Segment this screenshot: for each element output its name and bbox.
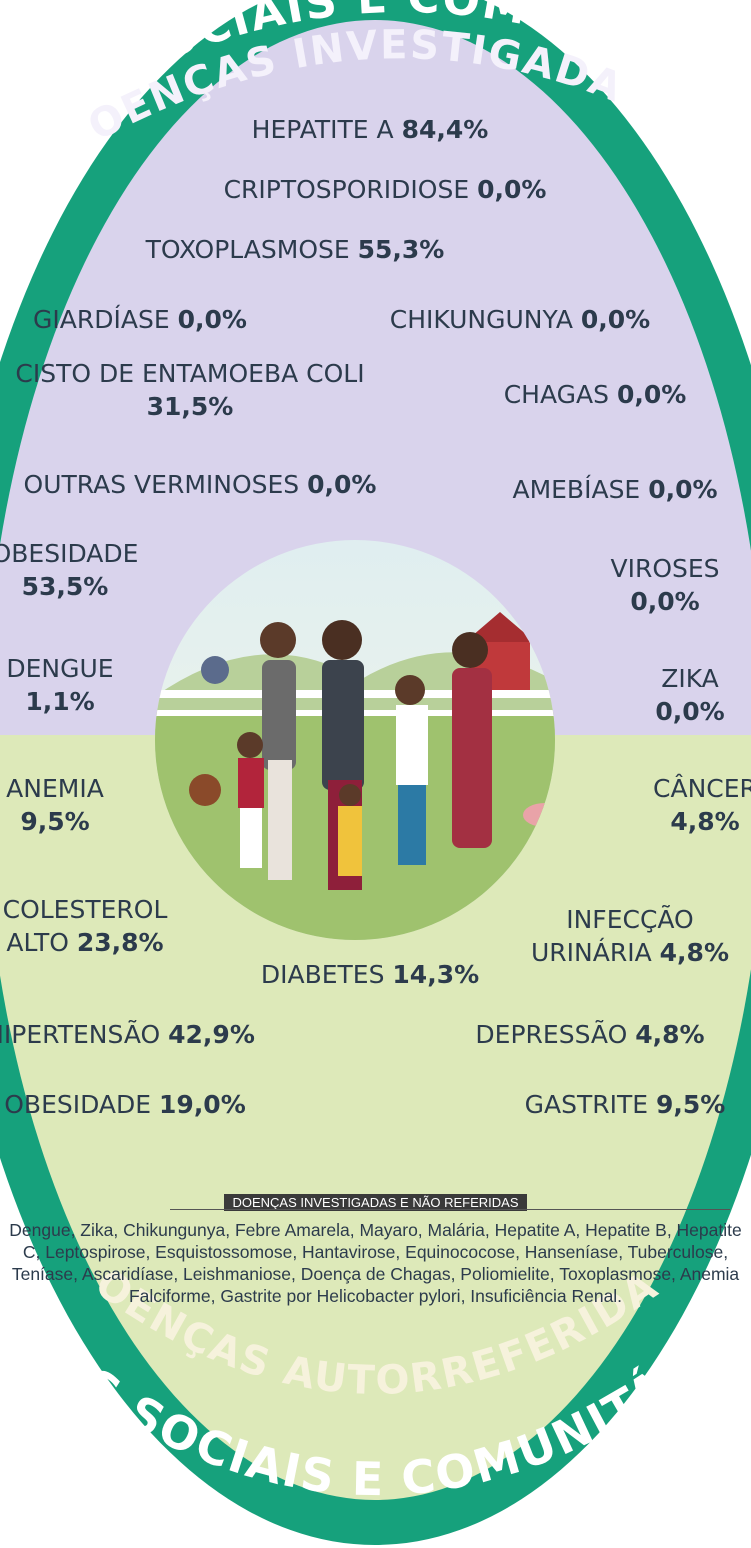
disease-name: GASTRITE bbox=[525, 1090, 648, 1119]
note: DOENÇAS INVESTIGADAS E NÃO REFERIDAS Den… bbox=[0, 1192, 751, 1307]
disease-percent: 9,5% bbox=[656, 1090, 725, 1119]
disease-percent: 9,5% bbox=[20, 807, 89, 836]
disease-name: ZIKA bbox=[661, 664, 719, 693]
disease-name: DIABETES bbox=[261, 960, 385, 989]
disease-item: COLESTEROL ALTO 23,8% bbox=[0, 893, 200, 959]
disease-percent: 53,5% bbox=[22, 572, 109, 601]
disease-percent: 19,0% bbox=[159, 1090, 246, 1119]
disease-name: CÂNCER bbox=[653, 774, 751, 803]
disease-percent: 0,0% bbox=[617, 380, 686, 409]
disease-percent: 0,0% bbox=[648, 475, 717, 504]
disease-percent: 0,0% bbox=[655, 697, 724, 726]
disease-item: OUTRAS VERMINOSES 0,0% bbox=[24, 468, 377, 501]
disease-item: CISTO DE ENTAMOEBA COLI 31,5% bbox=[10, 357, 370, 423]
disease-item: CÂNCER 4,8% bbox=[630, 772, 751, 838]
disease-percent: 84,4% bbox=[402, 115, 489, 144]
disease-percent: 23,8% bbox=[77, 928, 164, 957]
disease-item: GIARDÍASE 0,0% bbox=[33, 303, 247, 336]
disease-item: CHAGAS 0,0% bbox=[504, 378, 687, 411]
disease-item: CHIKUNGUNYA 0,0% bbox=[390, 303, 650, 336]
disease-percent: 0,0% bbox=[178, 305, 247, 334]
disease-percent: 42,9% bbox=[168, 1020, 255, 1049]
disease-name: HEPATITE A bbox=[252, 115, 394, 144]
disease-item: DEPRESSÃO 4,8% bbox=[475, 1018, 704, 1051]
disease-name: CRIPTOSPORIDIOSE bbox=[224, 175, 470, 204]
disease-item: ANEMIA 9,5% bbox=[0, 772, 130, 838]
disease-percent: 0,0% bbox=[477, 175, 546, 204]
disease-percent: 4,8% bbox=[670, 807, 739, 836]
disease-percent: 14,3% bbox=[392, 960, 479, 989]
disease-item: HIPERTENSÃO 42,9% bbox=[0, 1018, 255, 1051]
disease-item: INFECÇÃO URINÁRIA 4,8% bbox=[505, 903, 751, 969]
disease-name: OBESIDADE bbox=[0, 539, 138, 568]
disease-percent: 1,1% bbox=[25, 687, 94, 716]
infographic: REDES SOCIAIS E COMUNITÁRIAS DOENÇAS INV… bbox=[0, 0, 751, 1548]
disease-name: CHAGAS bbox=[504, 380, 609, 409]
disease-name: VIROSES bbox=[610, 554, 719, 583]
note-rule bbox=[170, 1209, 730, 1210]
disease-item: GASTRITE 9,5% bbox=[525, 1088, 726, 1121]
disease-name: DEPRESSÃO bbox=[475, 1020, 627, 1049]
disease-percent: 31,5% bbox=[147, 392, 234, 421]
note-text: Dengue, Zika, Chikungunya, Febre Amarela… bbox=[6, 1219, 746, 1307]
disease-name: HIPERTENSÃO bbox=[0, 1020, 160, 1049]
disease-percent: 4,8% bbox=[660, 938, 729, 967]
disease-item: DENGUE 1,1% bbox=[0, 652, 145, 718]
disease-name: OUTRAS VERMINOSES bbox=[24, 470, 300, 499]
disease-item: VIROSES 0,0% bbox=[590, 552, 740, 618]
disease-item: CRIPTOSPORIDIOSE 0,0% bbox=[224, 173, 547, 206]
disease-name: CHIKUNGUNYA bbox=[390, 305, 573, 334]
disease-name: OBESIDADE bbox=[4, 1090, 151, 1119]
disease-name: DENGUE bbox=[6, 654, 113, 683]
disease-percent: 0,0% bbox=[581, 305, 650, 334]
disease-item: DIABETES 14,3% bbox=[261, 958, 479, 991]
disease-percent: 55,3% bbox=[358, 235, 445, 264]
disease-name: ANEMIA bbox=[6, 774, 104, 803]
disease-item: AMEBÍASE 0,0% bbox=[512, 473, 717, 506]
disease-name: TOXOPLASMOSE bbox=[146, 235, 350, 264]
disease-item: HEPATITE A 84,4% bbox=[252, 113, 489, 146]
disease-name: AMEBÍASE bbox=[512, 475, 640, 504]
disease-item: ZIKA 0,0% bbox=[630, 662, 750, 728]
disease-item: OBESIDADE 19,0% bbox=[4, 1088, 246, 1121]
disease-item: OBESIDADE 53,5% bbox=[0, 537, 160, 603]
disease-percent: 0,0% bbox=[630, 587, 699, 616]
disease-percent: 4,8% bbox=[635, 1020, 704, 1049]
disease-percent: 0,0% bbox=[307, 470, 376, 499]
disease-item: TOXOPLASMOSE 55,3% bbox=[146, 233, 445, 266]
disease-name: CISTO DE ENTAMOEBA COLI bbox=[15, 359, 364, 388]
disease-name: GIARDÍASE bbox=[33, 305, 170, 334]
